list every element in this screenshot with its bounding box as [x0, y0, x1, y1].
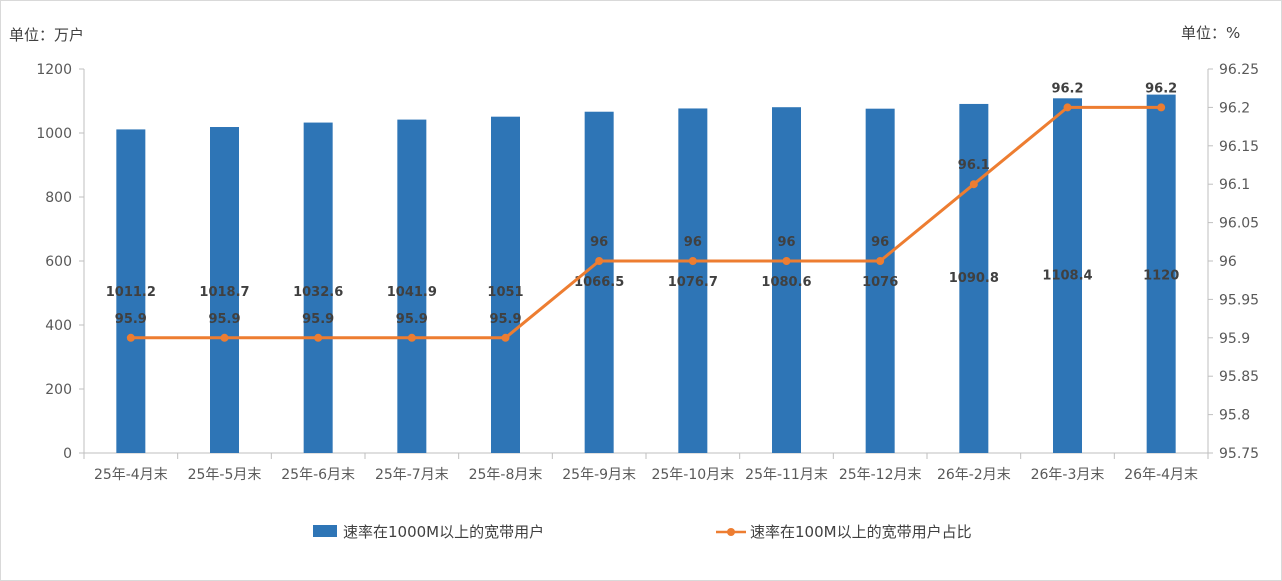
bar-data-label: 1032.6 — [293, 285, 343, 300]
right-tick-label: 95.8 — [1219, 408, 1250, 424]
x-tick-label: 25年-10月末 — [651, 467, 734, 483]
line-data-label: 96.2 — [1051, 81, 1083, 96]
line-data-labels: 95.9 95.9 95.9 95.9 95.9 96 96 96 96 96.1 96.2 96.2 — [115, 81, 1177, 326]
line-point — [220, 333, 229, 342]
bar-data-label: 1090.8 — [949, 271, 999, 286]
bar — [397, 119, 427, 453]
bar — [1146, 94, 1176, 453]
legend-line-marker — [727, 528, 735, 536]
left-tick-label: 600 — [45, 254, 72, 270]
line-point — [969, 180, 978, 189]
axes: 02004006008001000120095.7595.895.8595.99… — [36, 62, 1259, 483]
line-data-label: 96 — [590, 235, 608, 250]
right-tick-label: 96.15 — [1219, 139, 1259, 155]
line-data-label: 95.9 — [115, 312, 147, 327]
line-point — [501, 333, 510, 342]
bar-data-label: 1041.9 — [387, 285, 437, 300]
line-data-label: 95.9 — [489, 312, 521, 327]
bar-data-labels: 1011.2 1018.7 1032.6 1041.9 1051 1066.5 1076.7… — [106, 268, 1180, 299]
line-data-label: 96 — [684, 235, 702, 250]
right-tick-label: 95.95 — [1219, 292, 1259, 308]
bar — [491, 116, 520, 454]
line-data-label: 95.9 — [208, 312, 240, 327]
bar — [116, 129, 146, 453]
legend-bar-label: 速率在1000M以上的宽带用户 — [343, 523, 544, 541]
bar — [865, 108, 895, 454]
bar-data-label: 1108.4 — [1042, 268, 1092, 283]
bar-data-label: 1080.6 — [761, 275, 811, 290]
x-tick-label: 25年-12月末 — [839, 467, 922, 483]
x-tick-label: 25年-7月末 — [375, 467, 449, 483]
bar-data-label: 1076 — [862, 275, 898, 290]
line-data-label: 95.9 — [302, 312, 334, 327]
bar-series — [116, 94, 1176, 454]
bar-data-label: 1051 — [487, 285, 523, 300]
legend-line-label: 速率在100M以上的宽带用户占比 — [750, 523, 972, 541]
line-point — [595, 257, 604, 265]
left-tick-label: 1000 — [36, 126, 72, 142]
left-tick-label: 200 — [45, 382, 72, 398]
right-axis-unit: 单位：% — [1181, 24, 1240, 42]
line-point — [876, 257, 885, 265]
x-tick-label: 25年-8月末 — [469, 467, 543, 483]
left-tick-label: 0 — [63, 446, 72, 462]
right-tick-label: 95.85 — [1219, 369, 1259, 385]
x-tick-label: 26年-2月末 — [937, 467, 1011, 483]
x-tick-label: 25年-9月末 — [562, 467, 636, 483]
line-data-label: 96 — [871, 235, 889, 250]
right-tick-label: 96.25 — [1219, 62, 1259, 78]
line-point — [1063, 103, 1072, 112]
line-data-label: 96.2 — [1145, 81, 1177, 96]
left-tick-label: 800 — [45, 190, 72, 206]
line-data-label: 95.9 — [396, 312, 428, 327]
bar-data-label: 1011.2 — [106, 285, 156, 300]
x-tick-label: 25年-4月末 — [94, 467, 168, 483]
left-tick-label: 1200 — [36, 62, 72, 78]
right-tick-label: 96.2 — [1219, 100, 1250, 116]
bar — [303, 122, 333, 454]
x-tick-label: 25年-6月末 — [281, 467, 355, 483]
line-point — [688, 257, 697, 265]
legend: 速率在1000M以上的宽带用户 速率在100M以上的宽带用户占比 — [313, 523, 972, 541]
bar — [959, 103, 989, 453]
line-point — [782, 257, 791, 265]
right-tick-label: 95.75 — [1219, 446, 1259, 462]
line-point — [314, 333, 323, 342]
bar — [772, 107, 801, 453]
bar — [210, 127, 239, 454]
bar-data-label: 1018.7 — [199, 285, 249, 300]
line-point — [126, 333, 135, 342]
bar — [1053, 98, 1082, 453]
right-tick-label: 96.05 — [1219, 216, 1259, 232]
line-data-label: 96.1 — [958, 158, 990, 173]
bar-data-label: 1076.7 — [668, 275, 718, 290]
x-tick-label: 25年-5月末 — [188, 467, 262, 483]
bar-data-label: 1120 — [1143, 268, 1179, 283]
right-tick-label: 96 — [1219, 254, 1237, 270]
line-series — [126, 103, 1166, 342]
right-tick-label: 95.9 — [1219, 331, 1250, 347]
series-line — [130, 105, 1162, 340]
line-point — [1157, 103, 1166, 112]
x-tick-label: 25年-11月末 — [745, 467, 828, 483]
left-tick-label: 400 — [45, 318, 72, 334]
right-tick-label: 96.1 — [1219, 177, 1250, 193]
bar — [584, 111, 614, 453]
bar-data-label: 1066.5 — [574, 275, 624, 290]
x-tick-label: 26年-4月末 — [1124, 467, 1198, 483]
x-tick-label: 26年-3月末 — [1031, 467, 1105, 483]
bar — [678, 108, 708, 454]
legend-bar-swatch — [313, 525, 337, 537]
line-data-label: 96 — [777, 235, 795, 250]
left-axis-unit: 单位：万户 — [9, 26, 84, 44]
line-point — [407, 333, 416, 342]
